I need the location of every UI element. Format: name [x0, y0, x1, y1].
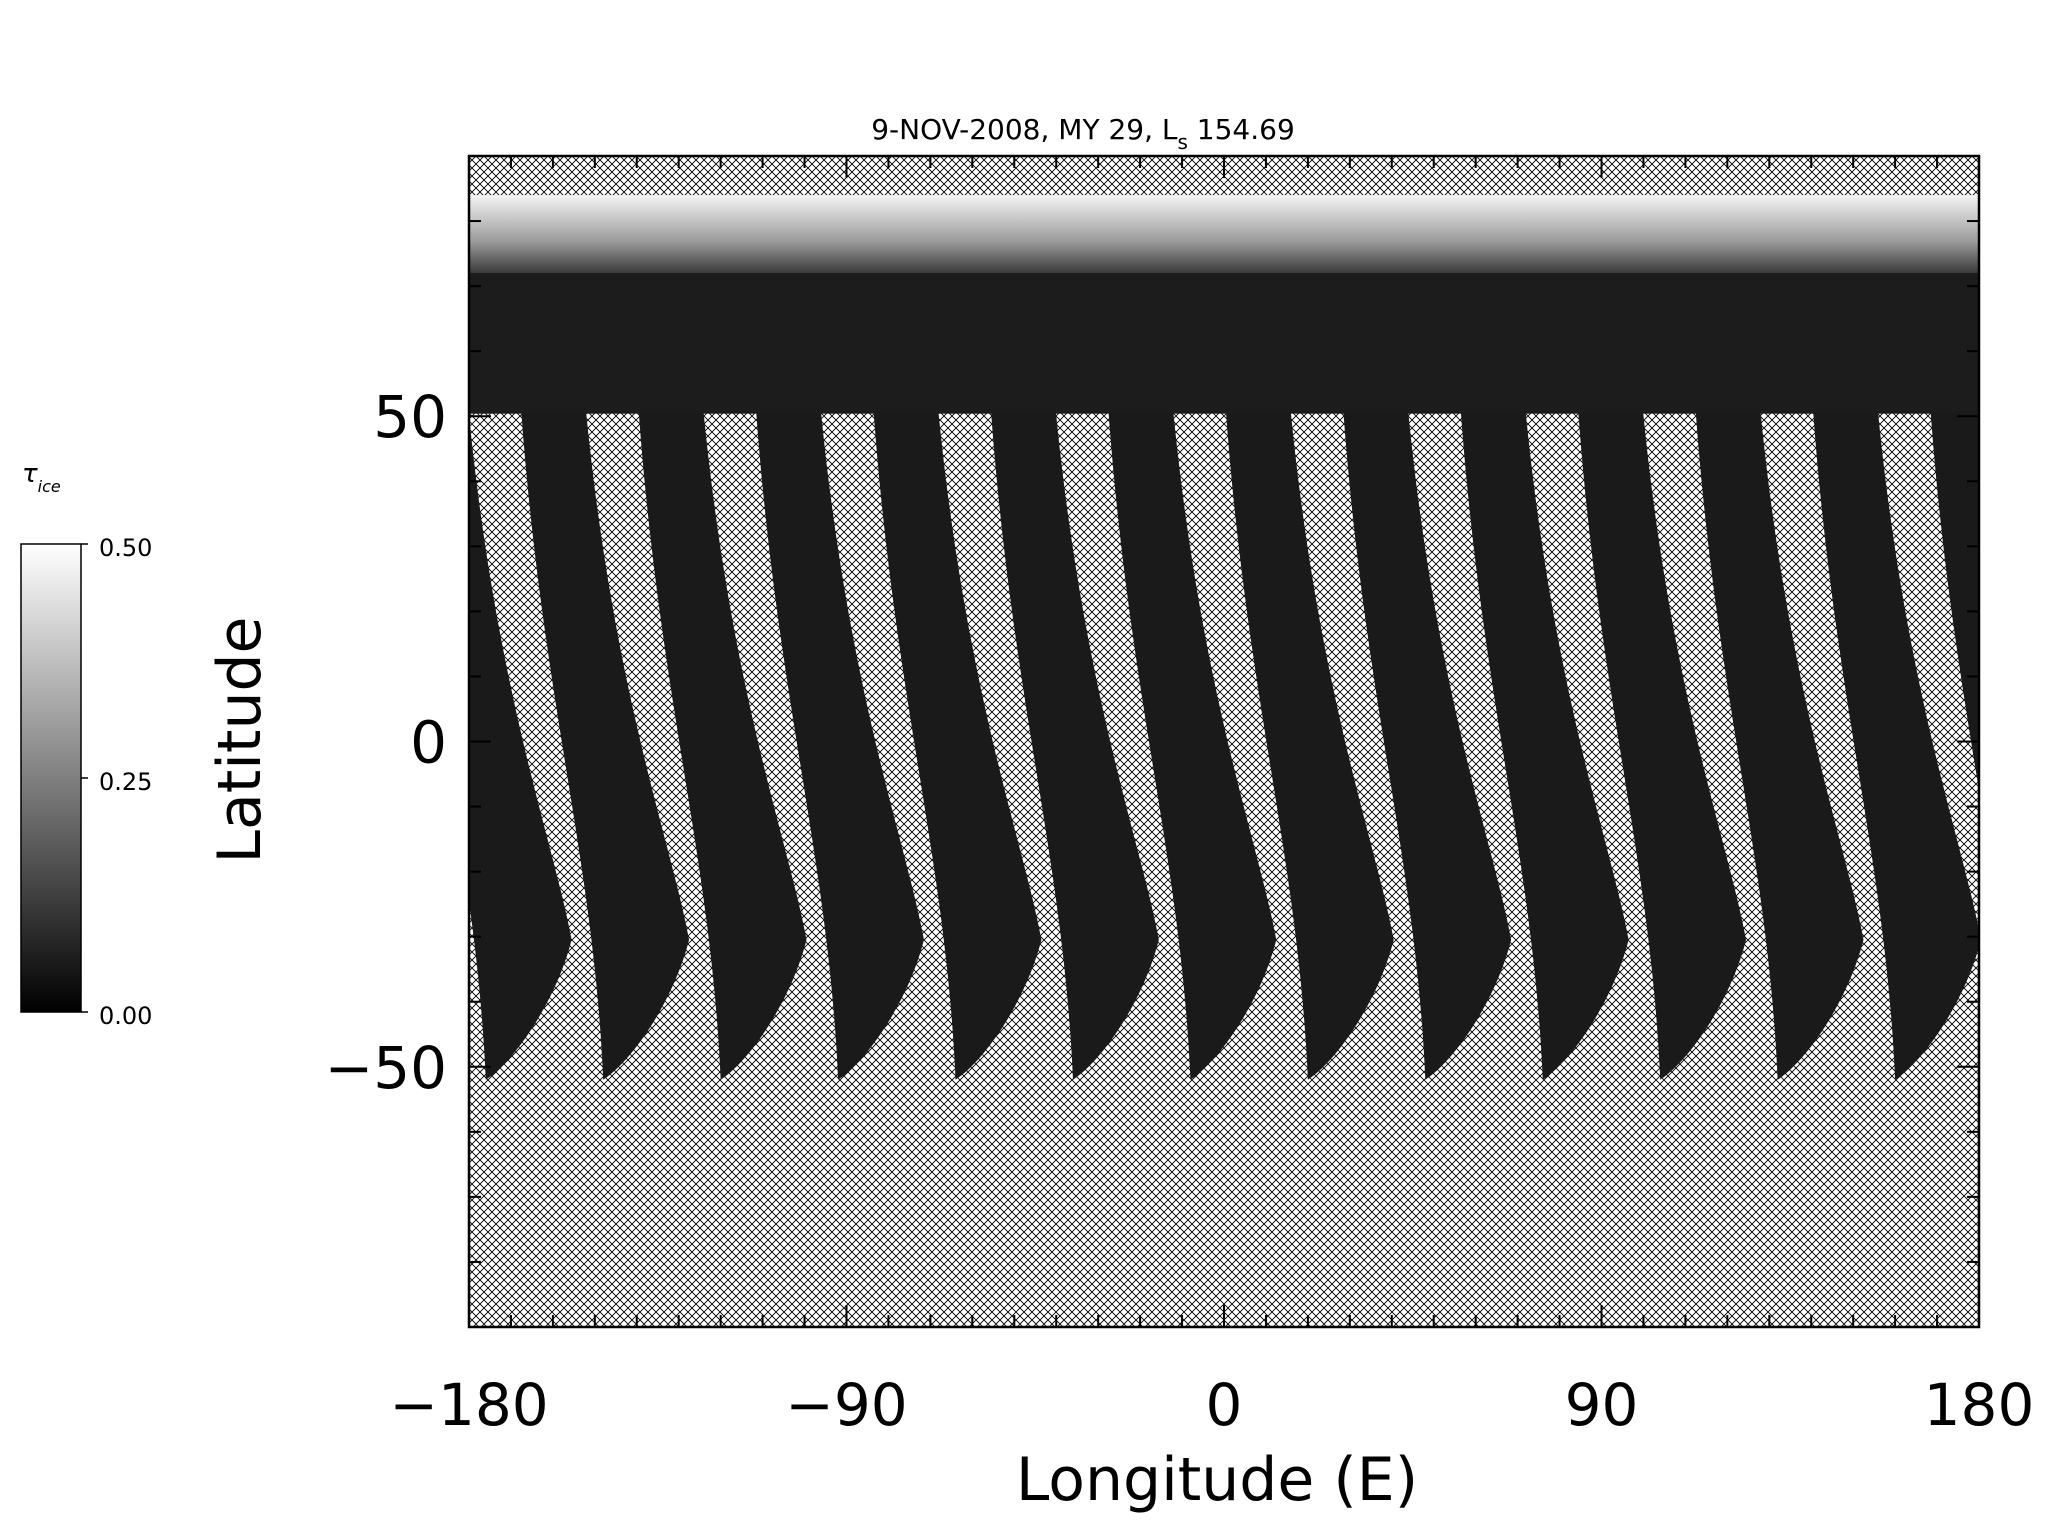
swath-9 — [1341, 343, 1512, 1080]
swath-6 — [989, 343, 1159, 1080]
swath-1 — [469, 414, 572, 1080]
y-tick-labels: 50 0 −50 — [325, 383, 447, 1102]
y-axis-label: Latitude — [205, 617, 275, 864]
y-tick-label: 50 — [373, 383, 447, 451]
map-title: 9-NOV-2008, MY 29, Ls 154.69 — [871, 113, 1295, 154]
x-tick-labels: −180 −90 0 90 180 — [389, 1371, 2034, 1439]
colorbar-tick-min: 0.00 — [99, 1002, 152, 1030]
swath-2 — [519, 343, 690, 1080]
map-plot-area — [467, 154, 1981, 1329]
colorbar-label: τice — [22, 459, 61, 496]
colorbar: τice 0.50 0.25 0.00 — [20, 459, 152, 1030]
x-tick-label: 90 — [1565, 1371, 1639, 1439]
swath-12 — [1693, 343, 1864, 1080]
title-subscript: s — [1177, 130, 1187, 154]
x-tick-label: 0 — [1206, 1371, 1243, 1439]
x-axis-label: Longitude (E) — [1016, 1445, 1418, 1515]
swath-4 — [754, 343, 924, 1080]
swath-8 — [1224, 343, 1394, 1080]
swath-7 — [1106, 343, 1277, 1080]
colorbar-tick-max: 0.50 — [99, 534, 152, 562]
polar-cap — [469, 195, 1979, 274]
x-tick-label: −180 — [389, 1371, 548, 1439]
tick-marks — [468, 155, 1980, 1328]
swath-3 — [636, 343, 807, 1080]
swath-14 — [1928, 350, 1979, 791]
swath-11 — [1576, 343, 1747, 1080]
colorbar-tick-mid: 0.25 — [99, 768, 152, 796]
swath-5 — [871, 343, 1042, 1080]
y-tick-label: −50 — [325, 1034, 447, 1102]
colorbar-gradient — [20, 543, 82, 1013]
y-tick-label: 0 — [410, 709, 447, 777]
x-tick-label: 180 — [1924, 1371, 2035, 1439]
swath-13 — [1811, 343, 1979, 1080]
x-tick-label: −90 — [785, 1371, 907, 1439]
swath-10 — [1458, 343, 1629, 1080]
